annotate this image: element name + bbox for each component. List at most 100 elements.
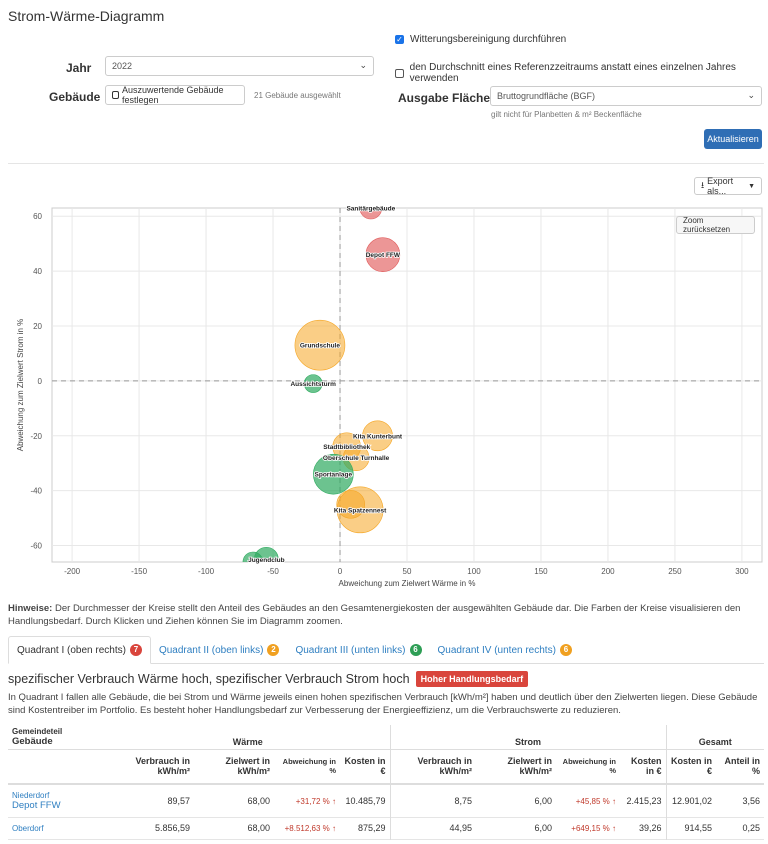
bubble-label: Sanitärgebäude [346,206,395,213]
heat-target: 68,00 [247,795,270,806]
bubble-point [313,453,354,495]
checked-checkbox-icon[interactable]: ✓ [395,35,404,44]
h-target-header[interactable]: Zielwert in kWh/m² [225,756,270,777]
x-tick-label: 100 [467,567,481,576]
tab-count-badge: 6 [559,644,572,656]
x-tick-label: -50 [267,567,279,576]
buildings-table: Gemeindeteil Gebäude Wärme Strom Gesamt … [8,725,764,840]
update-button[interactable]: Aktualisieren [704,129,762,149]
total-cost: 914,55 [684,823,712,833]
buildings-count: 21 Gebäude ausgewählt [254,91,341,100]
year-select-value: 2022 [112,61,133,71]
section-heading: spezifischer Verbrauch Wärme hoch, spezi… [8,672,410,686]
x-tick-label: 150 [534,567,548,576]
p-target-header[interactable]: Zielwert in kWh/m² [507,756,552,777]
tab-label: Quadrant IV (unten rechts) [437,644,556,656]
bubble-point [362,420,393,452]
bubble-label: Depot FFW [366,252,401,259]
h-cost-header[interactable]: Kosten in € [340,749,391,784]
area-hint: gilt nicht für Planbetten & m² Beckenflä… [491,110,642,119]
building-cell: Niederdorf Depot FFW [8,784,106,818]
tab-count-badge: 7 [129,644,142,656]
chevron-down-icon: ⌄ [359,60,367,70]
x-tick-label: -100 [198,567,215,576]
col-group-label: Gemeindeteil [12,727,63,736]
x-tick-label: 250 [668,567,682,576]
tab-quadrant-2[interactable]: Quadrant II (oben links) 2 [151,636,288,664]
divider [8,163,764,164]
hint-bold: Hinweise: [8,603,53,614]
checkbox-icon [112,91,119,99]
p-cost-header[interactable]: Kosten in € [620,749,667,784]
year-select[interactable]: 2022 ⌄ [105,56,374,76]
building-link[interactable]: Depot FFW [12,799,61,811]
area-select[interactable]: Bruttogrundfläche (BGF) ⌄ [490,86,762,106]
power-deviation: +45,85 % ↑ [556,784,620,818]
export-label: Export als... [707,176,734,196]
deviation-up: +45,85 % ↑ [575,796,616,806]
h-consumption-header[interactable]: Verbrauch in kWh/m² [135,756,190,777]
y-tick-label: 0 [38,377,43,386]
heat-cost: 875,29 [340,817,391,839]
tab-quadrant-3[interactable]: Quadrant III (unten links) 6 [287,636,429,664]
hint-text: Der Durchmesser der Kreise stellt den An… [8,603,741,627]
district-link[interactable]: Oberdorf [12,823,44,833]
tab-label: Quadrant I (oben rechts) [17,644,126,656]
select-buildings-button[interactable]: Auszuwertende Gebäude festlegen [105,85,245,105]
tab-quadrant-1[interactable]: Quadrant I (oben rechts) 7 [8,636,151,664]
power-consumption: 8,75 [454,795,472,806]
col-group-header: Gemeindeteil Gebäude [8,725,106,750]
power-cost: 39,26 [620,817,667,839]
deviation-up: +8.512,63 % ↑ [284,824,336,833]
unchecked-checkbox-icon[interactable] [395,68,404,78]
section-header: spezifischer Verbrauch Wärme hoch, spezi… [8,671,529,687]
x-axis-label: Abweichung zum Zielwert Wärme in % [339,579,476,588]
p-consumption-header[interactable]: Verbrauch in kWh/m² [417,756,472,777]
y-tick-label: -40 [30,487,42,496]
t-share-header[interactable]: Anteil in % [724,756,761,777]
district-link[interactable]: Niederdorf [12,790,50,800]
area-select-value: Bruttogrundfläche (BGF) [497,91,596,101]
power-consumption: 44,95 [449,823,472,833]
power-deviation: +649,15 % ↑ [556,817,620,839]
t-cost-header[interactable]: Kosten in € [670,756,712,777]
weather-option[interactable]: ✓ Witterungsbereinigung durchführen [395,34,566,45]
bubble-point [365,237,401,272]
x-tick-label: 0 [338,567,343,576]
y-tick-label: 40 [33,267,42,276]
bubble-point [294,319,346,371]
y-axis-label: Abweichung zum Zielwert Strom in % [16,319,25,452]
tab-count-badge: 6 [409,644,422,656]
heat-cost: 10.485,79 [340,783,391,817]
heat-group-header: Wärme [106,725,391,750]
x-tick-label: 50 [403,567,412,576]
table-row: Niederdorf Depot FFW 89,57 68,00 +31,72 % ↑ 1… [8,783,764,818]
chevron-down-icon: ⌄ [747,90,755,100]
bubble-label: Kita Kunterbunt [353,433,403,440]
bubble-label: Stadtbibliothek [323,444,370,451]
x-tick-label: 300 [735,567,749,576]
tab-quadrant-4[interactable]: Quadrant IV (unten rechts) 6 [430,636,580,664]
heat-deviation: +8.512,63 % ↑ [274,817,340,839]
p-deviation-header[interactable]: Abweichung in % [562,757,616,776]
buildings-label: Gebäude [49,90,101,104]
bubble-label: Kita Spatzennest [334,507,387,514]
bubble-point [303,374,323,393]
chart-labels: Sanitärgebäude Depot FFW Grundschule Aussic… [247,205,403,565]
download-icon: ⭳ [701,180,705,190]
bubble-point [359,208,383,220]
heat-target: 68,00 [247,823,270,833]
area-label: Ausgabe Flächen [398,91,498,105]
x-tick-label: -200 [64,567,81,576]
average-option[interactable]: den Durchschnitt eines Referenzzeitraums… [395,62,768,84]
total-cost: 12.901,02 [671,795,712,806]
export-button[interactable]: ⭳ Export als... ▼ [694,176,762,196]
chart-bubbles [242,208,401,562]
bubble-label: Grundschule [300,343,340,350]
zoom-reset-button[interactable]: Zoom zurücksetzen [676,216,755,234]
heat-deviation: +31,72 % ↑ [274,784,340,818]
scatter-chart[interactable]: -200 -150 -100 -50 0 50 100 150 200 250 3006040200… [0,200,768,592]
tab-count-badge: 2 [267,644,280,656]
priority-badge: Hoher Handlungsbedarf [415,671,529,687]
h-deviation-header[interactable]: Abweichung in % [282,757,336,776]
